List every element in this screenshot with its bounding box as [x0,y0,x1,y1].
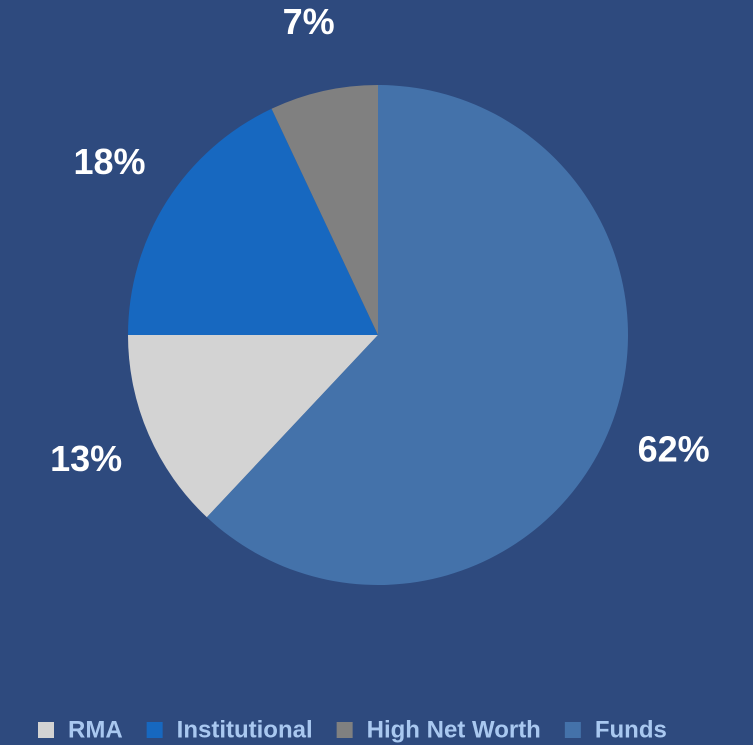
pie-slice [206,85,629,585]
legend-label: Institutional [177,716,313,743]
legend-swatch [38,722,54,738]
legend-label: High Net Worth [367,716,541,743]
legend-label: RMA [68,716,123,743]
data-label: 62% [638,429,710,470]
data-label: 18% [73,141,145,182]
legend-swatch [146,722,163,738]
pie-slice [128,335,378,518]
pie-slice [128,108,378,335]
legend-swatch [336,722,353,738]
legend-label: Funds [595,716,667,743]
legend-swatch [564,722,581,738]
data-label: 7% [283,1,335,42]
pie-slice [271,85,378,335]
data-label: 13% [50,438,122,479]
